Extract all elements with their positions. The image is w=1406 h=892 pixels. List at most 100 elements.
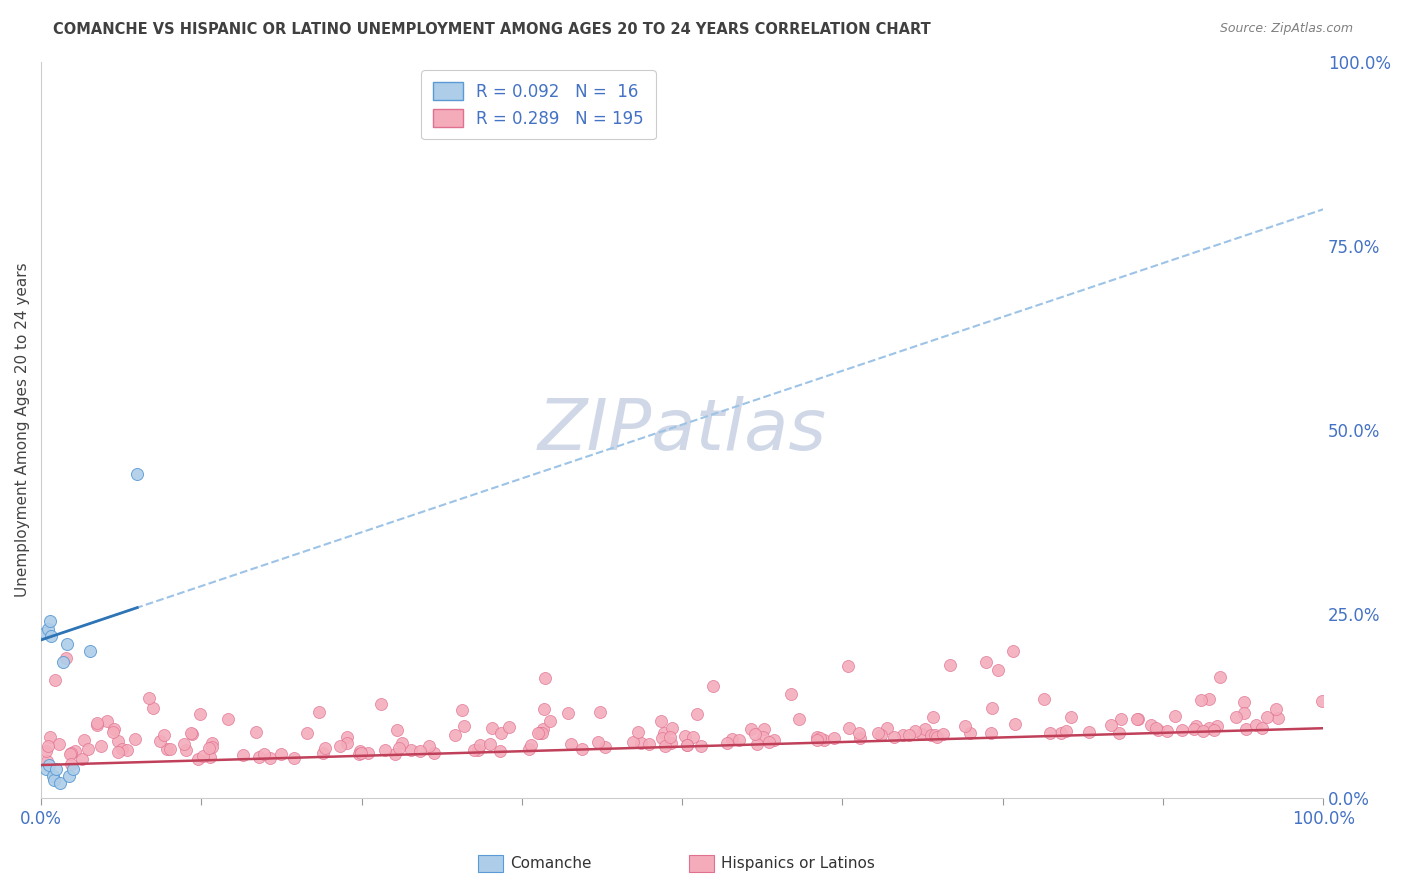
Point [676,738,699,752]
Point [49,776,72,790]
Point [259,751,281,765]
Point [478,737,501,751]
Point [637,737,659,751]
Point [652,726,675,740]
Point [787,712,810,726]
Point [335,730,357,744]
Point [517,741,540,756]
Point [76,742,98,756]
Point [156,742,179,756]
Point [849,731,872,746]
Point [1039,725,1062,739]
Point [1171,723,1194,737]
Point [35,762,58,776]
Point [44,673,66,688]
Point [1060,710,1083,724]
Point [747,737,769,751]
Point [651,731,673,746]
Point [806,733,828,747]
Point [727,733,749,747]
Point [953,719,976,733]
Text: Comanche: Comanche [510,856,592,871]
Point [931,727,953,741]
Point [1184,718,1206,732]
Point [463,743,485,757]
Point [1189,693,1212,707]
Point [1234,722,1257,736]
Point [314,740,336,755]
Point [63,744,86,758]
Point [1233,706,1256,720]
Point [142,701,165,715]
Point [58,769,80,783]
Point [744,727,766,741]
Point [34,625,56,640]
Point [686,707,709,722]
Point [384,747,406,762]
Point [399,743,422,757]
Point [702,679,724,693]
Point [1204,723,1226,738]
Point [124,731,146,746]
Point [1251,721,1274,735]
Point [498,720,520,734]
Point [468,738,491,752]
Point [86,716,108,731]
Point [924,729,946,743]
Point [336,736,359,750]
Point [388,740,411,755]
Point [533,702,555,716]
Point [70,752,93,766]
Point [103,722,125,736]
Point [752,731,775,745]
Point [1256,710,1278,724]
Point [1225,710,1247,724]
Point [96,714,118,728]
Point [1125,712,1147,726]
Point [959,725,981,739]
Point [173,737,195,751]
Point [312,746,335,760]
Point [423,747,446,761]
Point [418,739,440,754]
Point [283,750,305,764]
Point [103,725,125,739]
Point [1077,725,1099,739]
Point [37,739,59,753]
Point [526,726,548,740]
Point [922,710,945,724]
Point [60,757,83,772]
Text: Hispanics or Latinos: Hispanics or Latinos [721,856,875,871]
Point [217,712,239,726]
Point [443,728,465,742]
Point [35,754,58,768]
Point [187,752,209,766]
Y-axis label: Unemployment Among Ages 20 to 24 years: Unemployment Among Ages 20 to 24 years [15,263,30,598]
Point [810,731,832,746]
Point [1182,723,1205,737]
Point [201,736,224,750]
Point [560,737,582,751]
Point [107,745,129,759]
Point [1144,721,1167,735]
Point [891,728,914,742]
Point [198,750,221,764]
Point [329,739,352,754]
Point [1032,692,1054,706]
Point [370,698,392,712]
Point [107,734,129,748]
Point [1054,723,1077,738]
Point [837,658,859,673]
Point [1109,712,1132,726]
Point [806,730,828,744]
Point [752,723,775,737]
Point [253,747,276,761]
Point [191,749,214,764]
Point [870,728,893,742]
Point [453,719,475,733]
Point [1191,723,1213,738]
Point [630,736,652,750]
Point [1198,721,1220,735]
Point [974,655,997,669]
Point [987,663,1010,677]
